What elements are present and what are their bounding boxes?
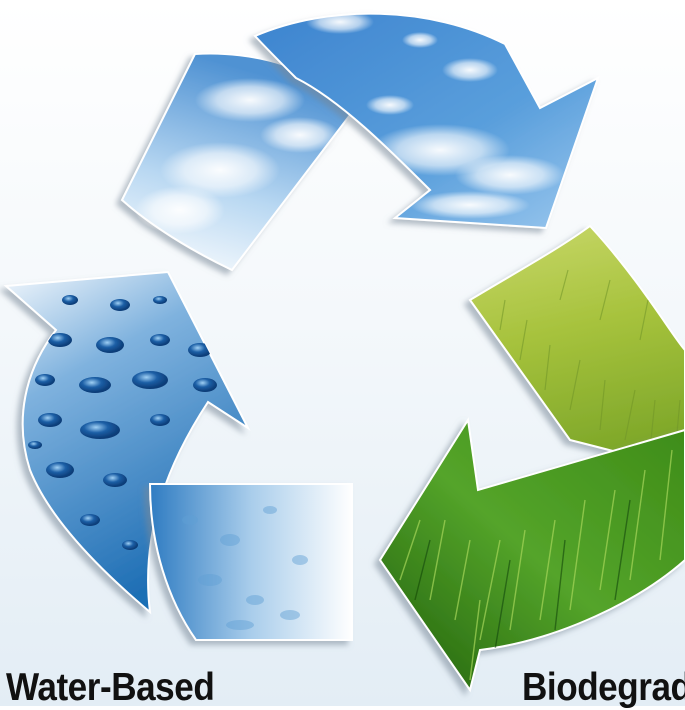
grass-arrow-head — [378, 417, 685, 693]
water-arrow-head — [3, 270, 251, 615]
sky-arrow-head — [253, 12, 600, 230]
water-based-label: Water-Based — [6, 666, 215, 709]
sky-arrow-tail — [120, 52, 352, 272]
water-arrow-tail — [148, 483, 353, 641]
biodegradable-label: Biodegrad — [522, 666, 685, 709]
grass-arrow-tail — [468, 224, 685, 472]
